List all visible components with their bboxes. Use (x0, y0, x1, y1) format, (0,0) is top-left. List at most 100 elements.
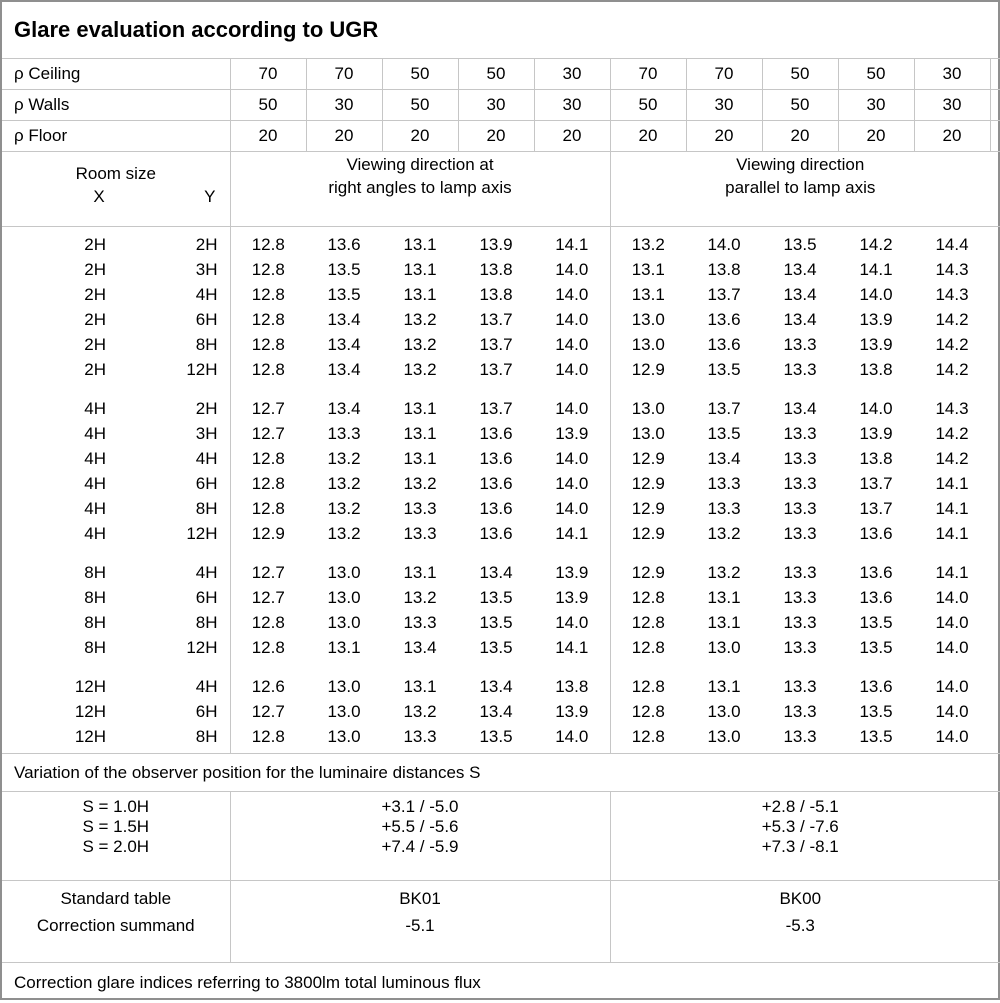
s-variation-value: +2.8 / -5.1 (611, 797, 991, 817)
ugr-value-right-angles: 14.0 (534, 333, 610, 358)
room-size-y: 6H (116, 472, 230, 497)
ugr-value-right-angles: 12.9 (230, 522, 306, 547)
ugr-value-right-angles: 13.2 (382, 308, 458, 333)
reflectance-value: 20 (838, 121, 914, 152)
reflectance-value: 50 (230, 90, 306, 121)
ugr-value-parallel: 13.6 (838, 561, 914, 586)
room-size-x: 2H (2, 333, 116, 358)
ugr-value-right-angles: 13.0 (306, 586, 382, 611)
ugr-value-right-angles: 12.8 (230, 308, 306, 333)
ugr-value-parallel: 14.0 (838, 283, 914, 308)
room-size-x: 8H (2, 611, 116, 636)
parallel-header-line2: parallel to lamp axis (611, 176, 991, 199)
ugr-value-parallel: 13.3 (762, 422, 838, 447)
ugr-value-parallel: 13.4 (762, 258, 838, 283)
ugr-value-right-angles: 13.1 (382, 447, 458, 472)
ugr-value-right-angles: 13.5 (458, 725, 534, 750)
ugr-value-right-angles: 13.2 (306, 472, 382, 497)
block-spacer-row (2, 383, 1000, 397)
footer-row: Correction glare indices referring to 38… (2, 963, 1000, 1003)
room-size-y: 8H (116, 725, 230, 750)
ugr-value-parallel: 12.8 (610, 636, 686, 661)
ugr-value-parallel: 13.5 (838, 611, 914, 636)
reflectance-value: 20 (458, 121, 534, 152)
ugr-value-right-angles: 13.0 (306, 561, 382, 586)
spacer-cell (230, 547, 610, 561)
ugr-value-right-angles: 14.0 (534, 358, 610, 383)
ugr-value-right-angles: 13.4 (306, 308, 382, 333)
ugr-value-right-angles: 13.1 (382, 675, 458, 700)
ugr-value-right-angles: 13.3 (382, 497, 458, 522)
ugr-value-right-angles: 13.5 (458, 611, 534, 636)
ugr-value-parallel: 13.3 (762, 447, 838, 472)
room-size-x: 12H (2, 725, 116, 750)
column-header-row: Room size X Y Viewing direction at right… (2, 152, 1000, 227)
ugr-value-right-angles: 13.9 (534, 586, 610, 611)
ugr-value-parallel: 14.0 (914, 725, 990, 750)
ugr-value-parallel: 13.3 (686, 497, 762, 522)
footer-note: Correction glare indices referring to 38… (2, 963, 1000, 1003)
ugr-value-right-angles: 13.4 (458, 675, 534, 700)
ugr-value-right-angles: 13.1 (382, 561, 458, 586)
ugr-value-parallel: 14.1 (914, 497, 990, 522)
filler-cell (990, 258, 1000, 283)
right-angles-header-line2: right angles to lamp axis (231, 176, 610, 199)
ugr-value-right-angles: 12.8 (230, 497, 306, 522)
ugr-value-right-angles: 14.0 (534, 611, 610, 636)
ugr-value-parallel: 13.4 (762, 283, 838, 308)
ugr-value-parallel: 14.1 (914, 522, 990, 547)
ugr-value-right-angles: 13.4 (382, 636, 458, 661)
ugr-value-parallel: 14.3 (914, 283, 990, 308)
ugr-value-right-angles: 13.4 (458, 561, 534, 586)
ugr-value-parallel: 14.0 (914, 675, 990, 700)
ugr-value-parallel: 12.9 (610, 561, 686, 586)
ugr-value-parallel: 13.0 (610, 397, 686, 422)
observer-variation-caption: Variation of the observer position for t… (2, 754, 1000, 792)
reflectance-row-label: ρ Ceiling (2, 59, 230, 90)
spacer-cell (2, 661, 230, 675)
reflectance-value: 50 (762, 59, 838, 90)
ugr-value-right-angles: 13.2 (306, 497, 382, 522)
filler-cell (990, 792, 1000, 881)
ugr-value-right-angles: 13.0 (306, 700, 382, 725)
ugr-value-right-angles: 13.5 (306, 258, 382, 283)
ugr-value-parallel: 13.1 (610, 283, 686, 308)
ugr-value-right-angles: 12.8 (230, 725, 306, 750)
reflectance-value: 30 (686, 90, 762, 121)
ugr-value-right-angles: 12.8 (230, 636, 306, 661)
room-size-header: Room size X Y (2, 152, 230, 227)
ugr-value-parallel: 13.5 (838, 700, 914, 725)
ugr-value-parallel: 13.4 (762, 397, 838, 422)
room-size-y: 12H (116, 358, 230, 383)
room-size-x: 2H (2, 258, 116, 283)
filler-cell (990, 586, 1000, 611)
ugr-value-right-angles: 13.2 (382, 358, 458, 383)
filler-cell (990, 383, 1000, 397)
filler-cell (990, 121, 1000, 152)
ugr-value-parallel: 13.0 (610, 333, 686, 358)
room-size-x: 2H (2, 233, 116, 258)
reflectance-value: 20 (914, 121, 990, 152)
room-size-x: 2H (2, 308, 116, 333)
reflectance-value: 30 (534, 90, 610, 121)
room-size-x: 4H (2, 497, 116, 522)
ugr-value-right-angles: 14.0 (534, 497, 610, 522)
room-size-y: 12H (116, 522, 230, 547)
ugr-value-parallel: 14.0 (838, 397, 914, 422)
ugr-value-parallel: 13.3 (762, 472, 838, 497)
right-angles-group-header: Viewing direction at right angles to lam… (230, 152, 610, 227)
reflectance-value: 30 (914, 59, 990, 90)
filler-cell (990, 675, 1000, 700)
ugr-value-parallel: 13.6 (838, 522, 914, 547)
room-size-x: 4H (2, 447, 116, 472)
ugr-value-right-angles: 12.8 (230, 283, 306, 308)
